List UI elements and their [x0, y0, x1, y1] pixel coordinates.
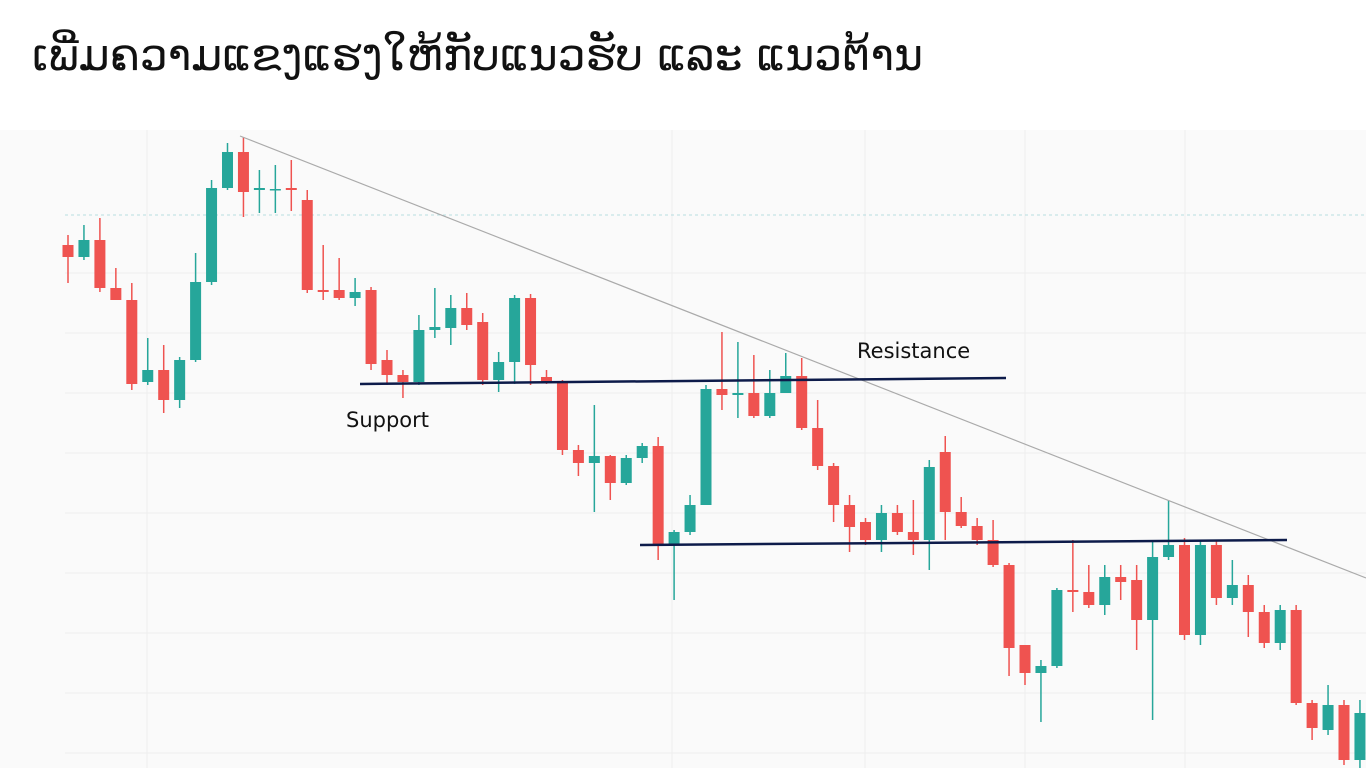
chart-background — [0, 130, 1366, 768]
candle-body — [381, 360, 393, 375]
candle-body — [891, 513, 903, 532]
candle-body — [78, 240, 90, 257]
candle-body — [860, 522, 871, 540]
candle-body — [1003, 565, 1015, 648]
candle-body — [732, 393, 744, 395]
candle-body — [541, 377, 552, 382]
candle-body — [971, 526, 983, 540]
candle-body — [1274, 610, 1286, 643]
candle-body — [285, 188, 297, 190]
candle-body — [493, 362, 505, 380]
candle-body — [445, 308, 457, 328]
candle-body — [604, 456, 616, 483]
candle-body — [923, 467, 935, 540]
candle-body — [222, 152, 233, 188]
candle-body — [1306, 703, 1318, 728]
candle-body — [875, 513, 887, 540]
candle-body — [461, 308, 473, 325]
candle-body — [987, 540, 999, 565]
candle-body — [796, 376, 808, 428]
candle-body — [206, 188, 218, 282]
candle-body — [748, 393, 760, 416]
candle-body — [844, 505, 856, 527]
candle-body — [1194, 545, 1206, 635]
candle-body — [939, 452, 951, 512]
candle-body — [301, 200, 313, 290]
candle-body — [94, 240, 106, 288]
candle-body — [477, 322, 489, 380]
candle-body — [110, 288, 122, 300]
candle-body — [1083, 592, 1095, 605]
candle-body — [190, 282, 202, 360]
candle-body — [349, 292, 361, 298]
candle-body — [1019, 645, 1031, 673]
candle-body — [62, 245, 74, 257]
candle-body — [397, 375, 409, 382]
candle-body — [1163, 545, 1175, 557]
candle-body — [126, 300, 138, 384]
candle-body — [955, 512, 967, 526]
candle-body — [1179, 545, 1190, 635]
slide-title: ເພີ່ມຄວາມແຂງແຮງໃຫ້ກັບແນວຮັບ ແລະ ແນວຕ້ານ — [32, 30, 924, 81]
candle-body — [812, 428, 824, 466]
candle-body — [1322, 705, 1334, 730]
candle-body — [700, 389, 712, 505]
candle-body — [556, 382, 568, 450]
annotation: Resistance — [857, 339, 970, 363]
candle-body — [1131, 580, 1143, 620]
candle-body — [413, 330, 425, 382]
candle-body — [365, 290, 377, 364]
candle-body — [1354, 713, 1366, 760]
candle-body — [572, 450, 584, 463]
candle-body — [253, 188, 265, 190]
candle-body — [1258, 612, 1270, 643]
candle-body — [429, 327, 441, 330]
candle-body — [1210, 545, 1222, 598]
candle-body — [588, 456, 600, 463]
support-line — [639, 538, 1288, 547]
candle-body — [509, 298, 521, 362]
candle-body — [764, 393, 776, 416]
candle-body — [269, 189, 281, 191]
candle-body — [828, 466, 840, 505]
candle-body — [1035, 666, 1047, 673]
candle-body — [1338, 705, 1350, 760]
candle-body — [668, 532, 680, 545]
candle-body — [1067, 590, 1079, 592]
candle-body — [1115, 577, 1127, 582]
candle-body — [1147, 557, 1159, 620]
candle-body — [174, 360, 186, 400]
annotation: Support — [346, 408, 429, 432]
candle-body — [620, 458, 632, 483]
candle-body — [652, 446, 664, 545]
candle-body — [716, 389, 728, 395]
candle-body — [1226, 585, 1238, 598]
trend-line — [239, 135, 1366, 579]
candle-body — [317, 290, 329, 292]
candle-body — [907, 532, 919, 540]
candle-body — [158, 370, 170, 400]
candle-body — [142, 370, 154, 382]
candle-body — [684, 505, 696, 532]
candles — [62, 137, 1366, 768]
candle-body — [1242, 585, 1254, 612]
candle-body — [525, 298, 537, 365]
resistance-line — [359, 376, 1007, 386]
candle-body — [237, 152, 249, 192]
candle-body — [636, 446, 648, 458]
candle-body — [1099, 577, 1111, 605]
candle-body — [780, 376, 792, 393]
candle-body — [1290, 610, 1302, 703]
candle-body — [1051, 590, 1063, 666]
candle-body — [333, 290, 345, 298]
